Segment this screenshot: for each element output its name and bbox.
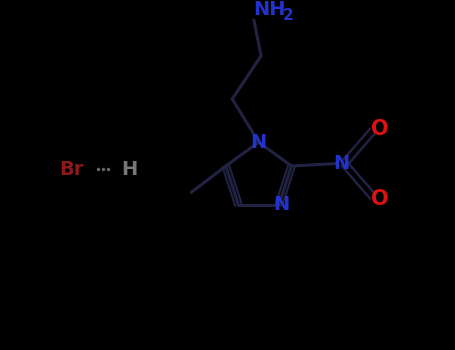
Text: N: N <box>333 154 349 173</box>
Text: N: N <box>251 133 267 152</box>
Text: O: O <box>371 119 389 139</box>
Text: Br: Br <box>60 160 84 179</box>
Text: O: O <box>371 189 389 209</box>
Text: N: N <box>273 195 289 214</box>
Text: 2: 2 <box>283 8 294 23</box>
Text: NH: NH <box>253 0 285 19</box>
Text: H: H <box>121 160 137 179</box>
